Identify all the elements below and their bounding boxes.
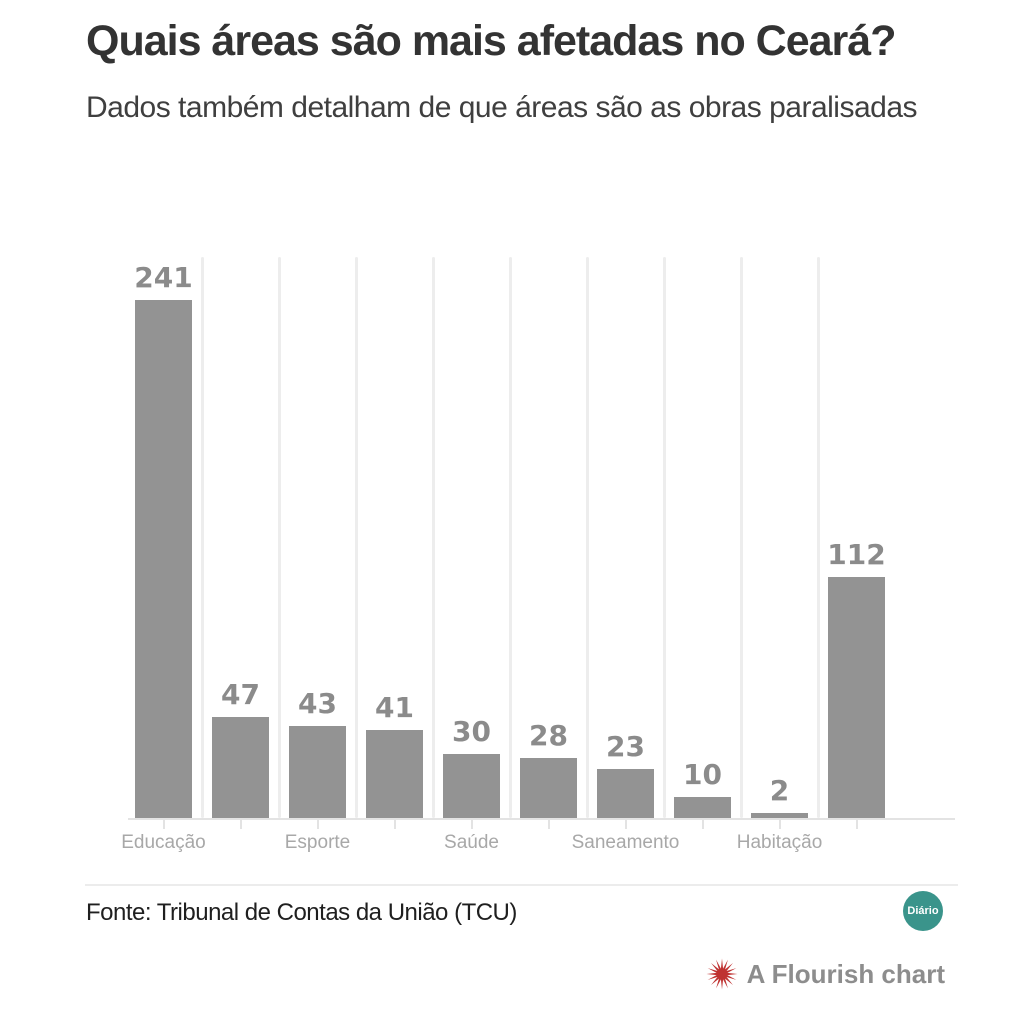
gridline — [663, 257, 666, 818]
chart-title: Quais áreas são mais afetadas no Ceará? — [86, 17, 896, 65]
bar-value-label-3: 41 — [375, 691, 414, 724]
bar-value-label-8: 2 — [769, 774, 790, 807]
bar-3[interactable] — [366, 730, 423, 818]
bar-5[interactable] — [520, 758, 577, 818]
x-axis-label-educação: Educação — [121, 832, 206, 853]
bar-value-label-4: 30 — [452, 715, 491, 748]
x-axis-tick — [470, 820, 473, 829]
gridline — [509, 257, 512, 818]
bar-0[interactable] — [135, 300, 192, 818]
gridline — [201, 257, 204, 818]
footer-divider — [85, 884, 958, 886]
x-axis-tick — [239, 820, 242, 829]
bar-value-label-2: 43 — [298, 687, 337, 720]
x-axis-label-esporte: Esporte — [284, 832, 351, 853]
bar-value-label-0: 241 — [134, 261, 193, 294]
chart-subtitle: Dados também detalham de que áreas são a… — [86, 91, 918, 124]
x-axis-tick — [162, 820, 165, 829]
x-axis-tick — [547, 820, 550, 829]
gridline — [586, 257, 589, 818]
bar-2[interactable] — [289, 726, 346, 818]
bar-value-label-7: 10 — [683, 758, 722, 791]
gridline — [817, 257, 820, 818]
bar-value-label-6: 23 — [606, 730, 645, 763]
x-axis-label-habitação: Habitação — [736, 832, 823, 853]
gridline — [278, 257, 281, 818]
x-axis-tick — [624, 820, 627, 829]
diario-logo-label: Diário — [907, 905, 939, 917]
flourish-credit-label: A Flourish chart — [746, 958, 945, 989]
gridline — [355, 257, 358, 818]
flourish-credit-link[interactable]: A Flourish chart — [706, 958, 945, 990]
x-axis-line — [128, 818, 955, 820]
x-axis-tick — [778, 820, 781, 829]
diario-logo-badge[interactable]: Diário — [903, 891, 943, 931]
x-axis-label-saúde: Saúde — [444, 832, 499, 853]
bar-9[interactable] — [828, 577, 885, 818]
x-axis-tick — [393, 820, 396, 829]
chart-header: Quais áreas são mais afetadas no Ceará? … — [86, 14, 966, 132]
gridline — [432, 257, 435, 818]
flourish-starburst-icon — [706, 958, 738, 990]
bar-1[interactable] — [212, 717, 269, 818]
gridline — [740, 257, 743, 818]
bar-6[interactable] — [597, 769, 654, 818]
bar-chart-plot-area: 241 Educação 47 43 Esporte 41 30 Saúde 28 23 Sanea… — [121, 257, 955, 853]
bar-7[interactable] — [674, 797, 731, 818]
source-text: Fonte: Tribunal de Contas da União (TCU) — [86, 899, 517, 926]
bar-4[interactable] — [443, 754, 500, 818]
bar-value-label-9: 112 — [827, 538, 886, 571]
x-axis-tick — [316, 820, 319, 829]
bar-value-label-5: 28 — [529, 719, 568, 752]
x-axis-label-saneamento: Saneamento — [571, 832, 680, 853]
bar-value-label-1: 47 — [221, 678, 260, 711]
x-axis-tick — [855, 820, 858, 829]
x-axis-tick — [701, 820, 704, 829]
bar-8[interactable] — [751, 813, 808, 818]
